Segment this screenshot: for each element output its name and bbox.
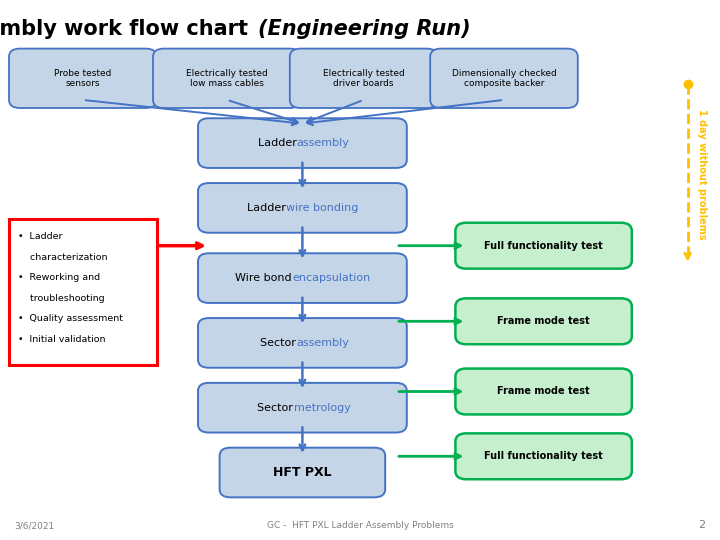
- Text: Full functionality test: Full functionality test: [485, 451, 603, 461]
- Text: (Engineering Run): (Engineering Run): [258, 19, 470, 39]
- FancyBboxPatch shape: [153, 49, 301, 108]
- FancyBboxPatch shape: [198, 118, 407, 168]
- Text: Dimensionally checked
composite backer: Dimensionally checked composite backer: [451, 69, 557, 88]
- Text: assembly: assembly: [296, 138, 349, 148]
- Text: troubleshooting: troubleshooting: [18, 294, 104, 303]
- Text: HFT PXL: HFT PXL: [273, 466, 332, 479]
- Text: Ladder: Ladder: [246, 203, 289, 213]
- Text: Ladder: Ladder: [258, 138, 300, 148]
- FancyBboxPatch shape: [289, 49, 438, 108]
- FancyBboxPatch shape: [220, 448, 385, 497]
- Text: Assembly work flow chart: Assembly work flow chart: [0, 19, 256, 39]
- Text: 1 day without problems: 1 day without problems: [697, 109, 707, 239]
- FancyBboxPatch shape: [455, 298, 632, 345]
- Text: Frame mode test: Frame mode test: [498, 387, 590, 396]
- FancyBboxPatch shape: [9, 49, 157, 108]
- FancyBboxPatch shape: [455, 368, 632, 415]
- FancyBboxPatch shape: [198, 253, 407, 303]
- Text: Electrically tested
driver boards: Electrically tested driver boards: [323, 69, 405, 88]
- Text: characterization: characterization: [18, 253, 107, 262]
- Text: Sector: Sector: [260, 338, 299, 348]
- Text: Electrically tested
low mass cables: Electrically tested low mass cables: [186, 69, 268, 88]
- Text: Frame mode test: Frame mode test: [498, 316, 590, 326]
- Text: •  Quality assessment: • Quality assessment: [18, 314, 122, 323]
- Text: •  Initial validation: • Initial validation: [18, 335, 105, 344]
- Text: 2: 2: [698, 520, 706, 530]
- Text: metrology: metrology: [294, 403, 351, 413]
- Text: Full functionality test: Full functionality test: [485, 241, 603, 251]
- FancyBboxPatch shape: [9, 219, 157, 364]
- Text: Probe tested
sensors: Probe tested sensors: [54, 69, 112, 88]
- Text: wire bonding: wire bonding: [287, 203, 359, 213]
- FancyBboxPatch shape: [455, 222, 632, 268]
- Text: 3/6/2021: 3/6/2021: [14, 521, 55, 530]
- FancyBboxPatch shape: [198, 318, 407, 368]
- Text: Sector: Sector: [257, 403, 296, 413]
- Text: •  Reworking and: • Reworking and: [18, 273, 100, 282]
- Text: •  Ladder: • Ladder: [18, 232, 62, 241]
- FancyBboxPatch shape: [198, 183, 407, 233]
- FancyBboxPatch shape: [430, 49, 577, 108]
- FancyBboxPatch shape: [455, 433, 632, 480]
- Text: encapsulation: encapsulation: [292, 273, 370, 283]
- Text: GC -  HFT PXL Ladder Assembly Problems: GC - HFT PXL Ladder Assembly Problems: [266, 521, 454, 530]
- FancyBboxPatch shape: [198, 383, 407, 433]
- Text: assembly: assembly: [296, 338, 349, 348]
- Text: Wire bond: Wire bond: [235, 273, 295, 283]
